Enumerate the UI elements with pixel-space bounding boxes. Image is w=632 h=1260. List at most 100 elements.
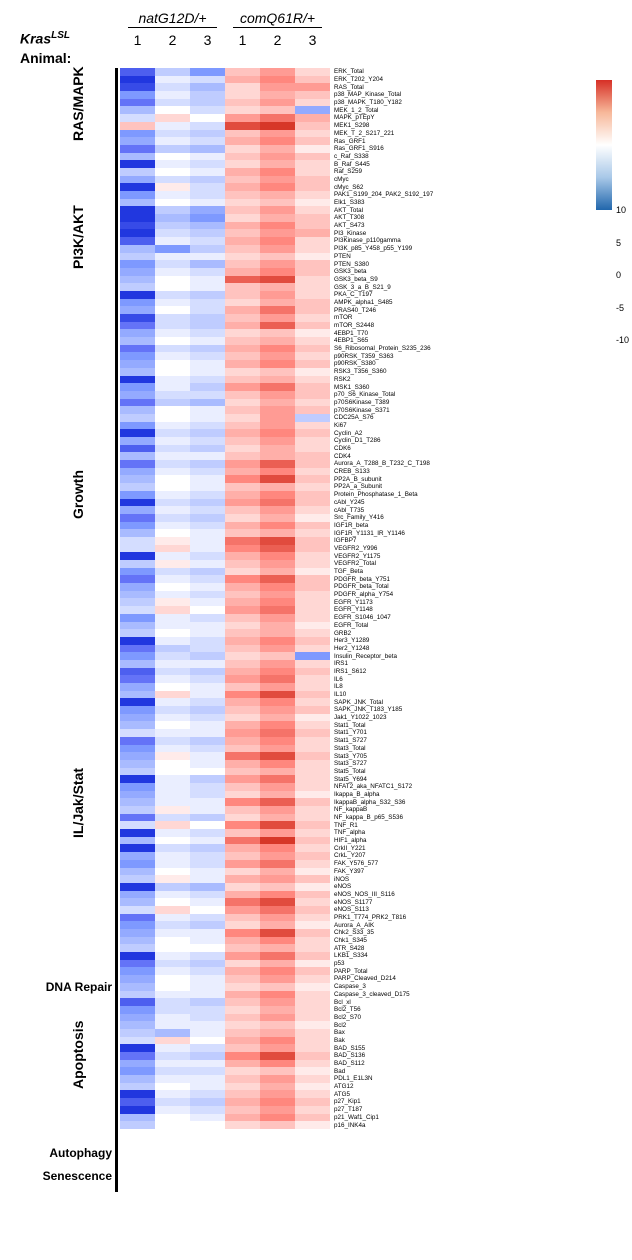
protein-label: GSK_3_a_B_S21_9 <box>334 284 391 291</box>
heatmap-cell <box>295 176 330 184</box>
protein-label: PTEN_S380 <box>334 261 369 268</box>
heatmap-cell <box>295 629 330 637</box>
heatmap-cell <box>260 68 295 76</box>
protein-label: mTOR <box>334 314 352 321</box>
heatmap-cell <box>225 721 260 729</box>
heatmap-cell <box>155 937 190 945</box>
protein-label: CrkII_Y221 <box>334 845 366 852</box>
heatmap-cell <box>190 360 225 368</box>
heatmap-cell <box>155 468 190 476</box>
colorbar: 1050-5-10 <box>596 80 612 210</box>
heatmap-cell <box>295 299 330 307</box>
protein-label: p90RSK_T359_S363 <box>334 353 394 360</box>
pathway-label: Senescence <box>43 1169 112 1183</box>
heatmap-row: Stat3_Y705 <box>120 752 433 760</box>
heatmap-cell <box>295 1029 330 1037</box>
heatmap-cell <box>225 76 260 84</box>
heatmap-cell <box>295 268 330 276</box>
heatmap-cell <box>225 99 260 107</box>
heatmap-cell <box>225 1029 260 1037</box>
heatmap-cell <box>120 68 155 76</box>
heatmap-cell <box>225 668 260 676</box>
heatmap-cell <box>295 991 330 999</box>
heatmap-cell <box>295 714 330 722</box>
heatmap-cell <box>295 83 330 91</box>
heatmap-cell <box>295 868 330 876</box>
heatmap-cell <box>225 745 260 753</box>
colorbar-tick: 5 <box>616 238 621 248</box>
protein-label: VEGFR2_Y996 <box>334 545 377 552</box>
heatmap-cell <box>120 360 155 368</box>
protein-label: Ikappa_B_alpha <box>334 791 380 798</box>
heatmap-cell <box>190 183 225 191</box>
heatmap-row: PAK1_S199_204_PAK2_S192_197 <box>120 191 433 199</box>
heatmap-cell <box>190 975 225 983</box>
heatmap-cell <box>260 391 295 399</box>
protein-label: Stat3_S727 <box>334 760 367 767</box>
heatmap-cell <box>155 829 190 837</box>
heatmap-cell <box>190 1098 225 1106</box>
heatmap-cell <box>225 714 260 722</box>
heatmap-cell <box>155 991 190 999</box>
heatmap-cell <box>260 668 295 676</box>
heatmap-cell <box>190 714 225 722</box>
heatmap-cell <box>260 798 295 806</box>
heatmap-row: NF_kappa_B_p65_S536 <box>120 814 433 822</box>
heatmap-row: Stat5_Total <box>120 768 433 776</box>
heatmap-cell <box>155 153 190 161</box>
heatmap-cell <box>225 575 260 583</box>
heatmap-cell <box>225 583 260 591</box>
protein-label: Bak <box>334 1037 345 1044</box>
heatmap-row: GSK3_beta <box>120 268 433 276</box>
heatmap-cell <box>190 114 225 122</box>
heatmap-cell <box>295 675 330 683</box>
heatmap-cell <box>155 1021 190 1029</box>
protein-label: mTOR_S2448 <box>334 322 374 329</box>
heatmap-cell <box>225 1060 260 1068</box>
heatmap-cell <box>155 768 190 776</box>
heatmap-cell <box>155 345 190 353</box>
heatmap-cell <box>295 1052 330 1060</box>
heatmap-cell <box>260 206 295 214</box>
heatmap-cell <box>260 268 295 276</box>
heatmap-cell <box>155 99 190 107</box>
protein-label: CrkL_Y207 <box>334 852 366 859</box>
group-label: comQ61R/+ <box>225 10 330 26</box>
heatmap-cell <box>260 852 295 860</box>
heatmap-cell <box>190 691 225 699</box>
heatmap-cell <box>120 322 155 330</box>
heatmap-cell <box>295 921 330 929</box>
heatmap-cell <box>260 1106 295 1114</box>
heatmap-cell <box>225 199 260 207</box>
heatmap-row: IL8 <box>120 683 433 691</box>
heatmap-cell <box>155 560 190 568</box>
heatmap-row: PARP_Total <box>120 967 433 975</box>
heatmap-cell <box>295 522 330 530</box>
heatmap-cell <box>260 622 295 630</box>
protein-label: c_Raf_S338 <box>334 153 369 160</box>
heatmap-cell <box>190 291 225 299</box>
heatmap-cell <box>225 291 260 299</box>
heatmap-cell <box>120 821 155 829</box>
protein-label: GRB2 <box>334 630 351 637</box>
protein-label: 4EBP1_T70 <box>334 330 368 337</box>
heatmap-cell <box>120 944 155 952</box>
group-labels: natG12D/+comQ61R/+ <box>120 10 622 26</box>
heatmap-cell <box>155 1106 190 1114</box>
heatmap-cell <box>295 352 330 360</box>
heatmap-cell <box>190 153 225 161</box>
heatmap-cell <box>190 1090 225 1098</box>
heatmap-cell <box>190 306 225 314</box>
heatmap-cell <box>190 1014 225 1022</box>
heatmap-cell <box>190 1121 225 1129</box>
heatmap-cell <box>120 898 155 906</box>
heatmap-row: c_Raf_S338 <box>120 153 433 161</box>
heatmap-cell <box>295 306 330 314</box>
heatmap-cell <box>295 91 330 99</box>
heatmap-cell <box>225 1090 260 1098</box>
heatmap-row: Ikappa_B_alpha <box>120 791 433 799</box>
protein-label: Ki67 <box>334 422 347 429</box>
heatmap-cell <box>120 552 155 560</box>
heatmap-row: VEGFR2_Y1175 <box>120 552 433 560</box>
colorbar-tick: -5 <box>616 303 624 313</box>
